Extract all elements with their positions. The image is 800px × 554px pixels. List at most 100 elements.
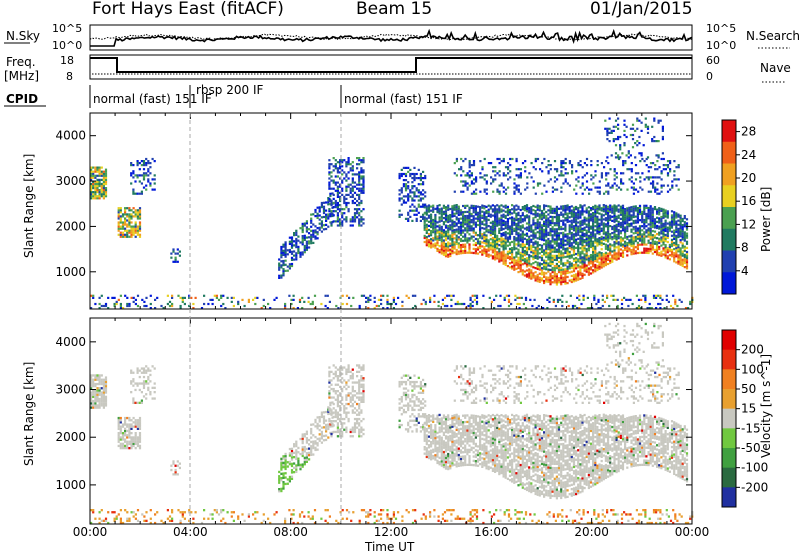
power-cell <box>117 298 120 301</box>
power-cell <box>583 174 586 177</box>
power-cell <box>446 304 449 308</box>
power-cell <box>654 176 657 179</box>
velocity-cell <box>128 432 131 435</box>
power-cell <box>575 263 578 266</box>
power-cell <box>502 242 505 245</box>
power-cell <box>351 185 354 188</box>
power-cell <box>592 224 595 227</box>
power-cell <box>345 204 348 207</box>
power-cell <box>600 241 603 245</box>
power-cell <box>620 178 623 181</box>
power-cell <box>548 300 551 303</box>
power-cell <box>628 206 631 209</box>
power-cell <box>459 211 463 214</box>
power-cell <box>494 215 497 218</box>
velocity-cell <box>284 463 287 466</box>
power-cell <box>513 240 516 243</box>
power-cell <box>564 255 567 259</box>
power-cell <box>515 184 518 187</box>
power-cell <box>673 213 676 216</box>
power-cell <box>545 223 548 226</box>
power-cell <box>513 248 516 251</box>
power-cell <box>305 222 308 225</box>
power-cell <box>613 218 616 221</box>
power-cell <box>476 234 480 237</box>
power-cell <box>336 214 339 217</box>
power-cell <box>617 251 620 254</box>
velocity-cell <box>149 380 152 383</box>
power-cell <box>570 223 573 226</box>
power-cell <box>425 211 428 214</box>
velocity-cell <box>92 393 95 396</box>
power-cell <box>177 294 180 297</box>
cpid-panel: CPID normal (fast) 151 IF rbsp 200 IF no… <box>4 83 463 108</box>
power-cell <box>440 217 443 220</box>
power-cell <box>644 125 647 128</box>
power-cell <box>102 187 105 190</box>
power-cell <box>398 213 401 216</box>
power-cell <box>273 298 276 301</box>
power-cell <box>560 268 563 271</box>
power-cell <box>500 243 503 246</box>
power-cell <box>652 182 655 185</box>
power-cell <box>624 248 627 251</box>
power-cell <box>636 235 639 238</box>
power-cell <box>463 302 466 306</box>
velocity-cell <box>128 423 131 426</box>
power-cell <box>124 294 127 297</box>
power-cell <box>557 254 561 257</box>
power-cell <box>521 252 524 256</box>
power-cell <box>327 217 330 220</box>
power-cell <box>555 213 558 217</box>
power-cell <box>555 281 558 284</box>
power-cell <box>521 214 524 217</box>
power-cell <box>104 191 108 194</box>
power-cell <box>473 294 476 297</box>
power-cell <box>442 235 445 238</box>
power-cell <box>94 191 97 194</box>
power-cell <box>585 244 588 247</box>
power-cell <box>592 261 595 264</box>
power-cell <box>617 237 620 240</box>
power-cell <box>430 244 433 247</box>
power-cell <box>530 162 533 165</box>
power-cell <box>92 184 95 188</box>
power-cell <box>553 273 556 276</box>
velocity-cell <box>126 440 129 443</box>
power-cell <box>356 210 359 213</box>
power-cell <box>538 252 541 255</box>
velocity-cell <box>278 481 281 484</box>
power-cell <box>645 206 648 209</box>
power-cell <box>104 182 108 186</box>
power-cell <box>594 247 597 250</box>
power-cell <box>487 204 490 207</box>
power-cell <box>592 216 595 219</box>
power-cell <box>532 262 535 265</box>
power-cell <box>628 223 631 226</box>
power-cell <box>509 176 512 179</box>
power-cell <box>518 307 521 310</box>
power-cell <box>508 266 512 269</box>
power-cell <box>557 269 561 272</box>
power-cell <box>568 263 571 266</box>
power-cell <box>585 256 588 259</box>
velocity-cell <box>280 462 283 465</box>
power-cell <box>151 178 154 181</box>
power-cell <box>298 300 302 303</box>
power-cell <box>102 193 105 196</box>
power-cell <box>602 218 605 221</box>
power-cell <box>634 221 637 224</box>
power-cell <box>528 235 531 238</box>
power-cell <box>444 224 448 227</box>
power-cell <box>673 260 676 263</box>
power-cell <box>489 225 492 228</box>
velocity-cell <box>90 378 93 381</box>
power-cell <box>341 189 344 192</box>
power-cell <box>553 188 557 191</box>
power-cell <box>491 230 494 233</box>
power-cell <box>243 304 246 308</box>
power-cell <box>519 176 522 179</box>
velocity-cell <box>94 374 97 377</box>
power-cell <box>568 271 571 274</box>
power-cell <box>551 222 554 225</box>
